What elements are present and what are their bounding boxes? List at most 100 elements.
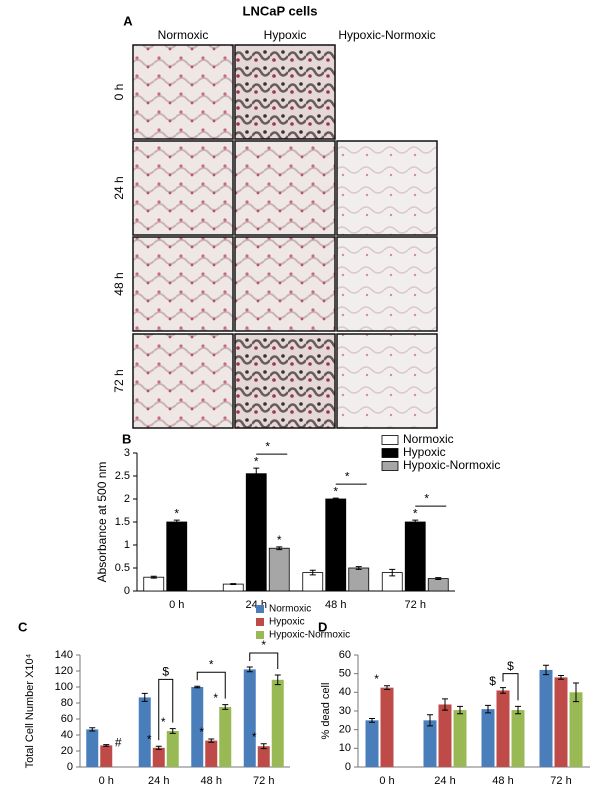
error-bar (274, 674, 281, 686)
micrograph (336, 333, 438, 429)
x-tick-label: 72 h (405, 599, 426, 611)
y-tick-label: 140 (55, 649, 73, 661)
annotation: * (374, 672, 379, 686)
y-tick-label: 10 (339, 742, 351, 754)
micrograph (132, 44, 234, 140)
legend-label: Hypoxic-Normoxic (269, 630, 350, 641)
bar (481, 709, 495, 767)
bar (243, 669, 256, 767)
error-bar (558, 675, 564, 680)
annotation: $ (489, 674, 496, 688)
bar (438, 704, 452, 767)
error-bar (573, 682, 579, 703)
bar (219, 707, 232, 767)
error-bar (260, 743, 267, 750)
panel-label: B (122, 431, 131, 446)
bar (166, 521, 188, 592)
bar (365, 720, 379, 767)
annotation: * (213, 691, 218, 705)
x-tick-label: 0 h (379, 775, 394, 787)
error-bar (355, 566, 362, 570)
significance-bracket (502, 673, 519, 701)
error-bar (427, 714, 433, 727)
bar (138, 697, 151, 767)
bar (166, 731, 179, 767)
micrograph (132, 236, 234, 332)
annotation: * (261, 638, 266, 652)
annotation: $ (162, 665, 169, 679)
y-tick-label: 1 (124, 539, 130, 551)
legend-swatch (381, 448, 399, 458)
error-bar (412, 519, 419, 525)
annotation: * (161, 715, 166, 729)
legend-swatch (256, 618, 264, 626)
micrograph (234, 44, 336, 140)
annotation: * (252, 730, 257, 744)
error-bar (253, 467, 260, 480)
error-bar (543, 664, 549, 676)
bar (511, 710, 525, 767)
bar (191, 687, 204, 767)
y-tick-label: 100 (55, 681, 73, 693)
annotation: * (174, 506, 179, 520)
error-bar (103, 744, 110, 747)
y-tick-label: 1.5 (115, 516, 130, 528)
panel-label: C (18, 619, 28, 634)
bar (427, 578, 449, 592)
micrograph (336, 140, 438, 236)
row-label: 48 h (112, 272, 126, 295)
error-bar (169, 728, 176, 734)
x-tick-label: 0 h (99, 775, 114, 787)
annotation: * (147, 732, 152, 746)
y-tick-label: 3 (124, 447, 130, 459)
error-bar (389, 568, 396, 577)
x-tick-label: 0 h (169, 599, 184, 611)
annotation: * (424, 491, 429, 505)
error-bar (442, 698, 448, 711)
y-tick-label: 60 (61, 713, 73, 725)
legend-label: Normoxic (269, 604, 311, 615)
bar (554, 677, 568, 767)
row-label: 24 h (112, 176, 126, 199)
annotation: * (277, 533, 282, 547)
error-bar (500, 687, 506, 694)
micrograph (234, 140, 336, 236)
error-bar (194, 685, 201, 689)
x-tick-label: 48 h (325, 599, 346, 611)
significance-bracket (158, 678, 174, 741)
legend-swatch (256, 631, 264, 639)
annotation: * (199, 725, 204, 739)
error-bar (369, 717, 375, 723)
bar (325, 498, 347, 592)
y-tick-label: 0.5 (115, 562, 130, 574)
bar (268, 547, 290, 592)
x-tick-label: 24 h (148, 775, 169, 787)
error-bar (141, 692, 148, 702)
x-tick-label: 72 h (253, 775, 274, 787)
error-bar (208, 738, 215, 743)
annotation: * (345, 469, 350, 483)
error-bar (222, 704, 229, 710)
annotation: * (413, 506, 418, 520)
significance-bracket (196, 671, 226, 699)
annotation: # (115, 736, 122, 750)
y-tick-label: 2.5 (115, 470, 130, 482)
y-axis-title: Absorbance at 500 nm (95, 462, 109, 583)
x-tick-label: 48 h (492, 775, 513, 787)
error-bar (155, 745, 162, 750)
error-bar (150, 575, 157, 579)
micrograph (234, 236, 336, 332)
y-tick-label: 60 (339, 649, 351, 661)
row-label: 72 h (112, 369, 126, 392)
y-tick-label: 40 (339, 686, 351, 698)
legend-swatch (381, 435, 399, 445)
bar (257, 746, 270, 767)
bar (404, 521, 426, 592)
y-tick-label: 2 (124, 493, 130, 505)
error-bar (230, 583, 237, 586)
significance-bracket (249, 652, 279, 669)
bar (245, 473, 267, 592)
bar (271, 679, 284, 767)
